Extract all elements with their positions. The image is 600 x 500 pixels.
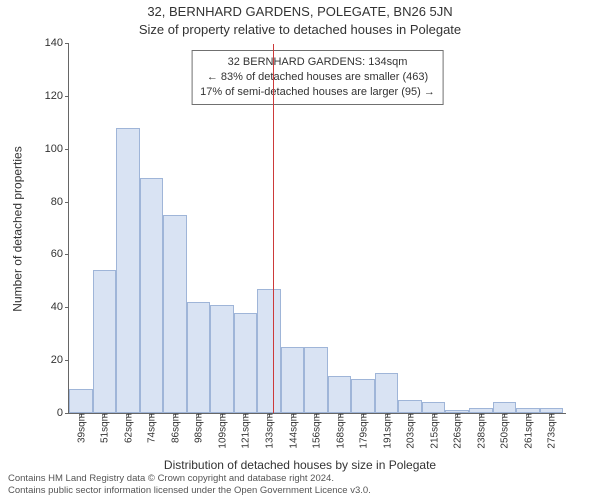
address-title: 32, BERNHARD GARDENS, POLEGATE, BN26 5JN <box>0 4 600 19</box>
histogram-bar <box>422 402 446 413</box>
y-tick-label: 40 <box>51 301 69 313</box>
y-tick-label: 140 <box>45 37 69 49</box>
histogram-bar <box>493 402 517 413</box>
histogram-bar <box>116 128 140 413</box>
x-tick-label: 133sqm <box>262 413 275 449</box>
x-axis-label: Distribution of detached houses by size … <box>0 458 600 472</box>
reference-line <box>273 44 274 413</box>
y-tick-label: 80 <box>51 196 69 208</box>
x-tick-label: 191sqm <box>380 413 393 449</box>
callout-line-3: 17% of semi-detached houses are larger (… <box>200 85 435 100</box>
histogram-bar <box>375 373 399 413</box>
x-tick-label: 156sqm <box>310 413 323 449</box>
y-tick-label: 20 <box>51 354 69 366</box>
histogram-bar <box>281 347 305 413</box>
histogram-bar <box>187 302 211 413</box>
attribution-line-1: Contains HM Land Registry data © Crown c… <box>8 473 371 484</box>
y-tick-label: 100 <box>45 143 69 155</box>
x-tick-label: 51sqm <box>98 413 111 443</box>
x-tick-label: 238sqm <box>474 413 487 449</box>
callout-line-2: ← 83% of detached houses are smaller (46… <box>200 70 435 85</box>
y-tick-label: 120 <box>45 90 69 102</box>
x-tick-label: 98sqm <box>192 413 205 443</box>
histogram-bar <box>328 376 352 413</box>
x-tick-label: 203sqm <box>404 413 417 449</box>
x-tick-label: 74sqm <box>145 413 158 443</box>
x-tick-label: 273sqm <box>545 413 558 449</box>
histogram-bar <box>69 389 93 413</box>
histogram-bar <box>234 313 258 413</box>
chart-container: 32, BERNHARD GARDENS, POLEGATE, BN26 5JN… <box>0 0 600 500</box>
callout-line-1: 32 BERNHARD GARDENS: 134sqm <box>200 55 435 70</box>
histogram-bar <box>257 289 281 413</box>
x-tick-label: 250sqm <box>498 413 511 449</box>
callout-box: 32 BERNHARD GARDENS: 134sqm ← 83% of det… <box>191 50 444 105</box>
x-tick-label: 62sqm <box>121 413 134 443</box>
histogram-bar <box>398 400 422 413</box>
x-tick-label: 215sqm <box>427 413 440 449</box>
x-tick-label: 226sqm <box>451 413 464 449</box>
y-tick-label: 60 <box>51 248 69 260</box>
histogram-bar <box>210 305 234 413</box>
attribution-text: Contains HM Land Registry data © Crown c… <box>8 473 371 496</box>
histogram-bar <box>304 347 328 413</box>
histogram-bar <box>351 379 375 413</box>
histogram-bar <box>140 178 164 413</box>
x-tick-label: 144sqm <box>286 413 299 449</box>
x-tick-label: 121sqm <box>239 413 252 449</box>
x-tick-label: 168sqm <box>333 413 346 449</box>
y-tick-label: 0 <box>57 407 69 419</box>
histogram-bar <box>163 215 187 413</box>
attribution-line-2: Contains public sector information licen… <box>8 485 371 496</box>
x-tick-label: 261sqm <box>521 413 534 449</box>
plot-area: 32 BERNHARD GARDENS: 134sqm ← 83% of det… <box>68 44 566 414</box>
y-axis-label: Number of detached properties <box>10 44 26 414</box>
x-tick-label: 109sqm <box>215 413 228 449</box>
x-tick-label: 86sqm <box>168 413 181 443</box>
x-tick-label: 179sqm <box>357 413 370 449</box>
chart-subtitle: Size of property relative to detached ho… <box>0 22 600 37</box>
histogram-bar <box>93 270 117 413</box>
x-tick-label: 39sqm <box>74 413 87 443</box>
